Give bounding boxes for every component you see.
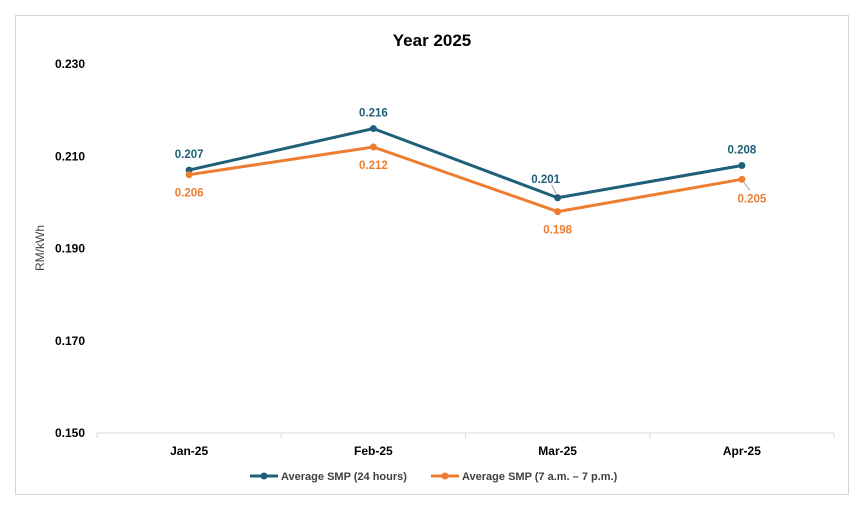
- y-tick-label: 0.230: [55, 57, 85, 71]
- data-label: 0.207: [175, 149, 204, 161]
- data-point: [554, 208, 562, 216]
- data-label: 0.206: [175, 188, 204, 200]
- data-point: [369, 125, 377, 133]
- y-tick-label: 0.210: [55, 149, 85, 163]
- legend-marker: [441, 472, 449, 480]
- data-label: 0.198: [543, 225, 572, 237]
- legend-marker: [260, 472, 268, 480]
- series-line-1: [188, 127, 743, 200]
- chart-title: Year 2025: [393, 31, 471, 50]
- x-tick-label: Jan-25: [170, 444, 208, 458]
- chart-area: [15, 15, 849, 495]
- data-label: 0.201: [531, 174, 560, 186]
- series-line-2: [188, 145, 743, 214]
- data-point: [738, 175, 746, 183]
- leader-line: [743, 182, 751, 191]
- data-label: 0.208: [727, 144, 756, 156]
- x-tick-label: Mar-25: [538, 444, 577, 458]
- data-label: 0.212: [359, 160, 388, 172]
- y-axis-label: RM/kWh: [33, 225, 47, 271]
- data-point: [369, 143, 377, 151]
- data-label: 0.205: [737, 193, 766, 205]
- x-tick-label: Feb-25: [354, 444, 393, 458]
- leader-line: [551, 184, 558, 195]
- y-tick-label: 0.170: [55, 334, 85, 348]
- legend-label: Average SMP (24 hours): [281, 471, 407, 483]
- data-point: [554, 194, 562, 202]
- data-label: 0.216: [359, 108, 388, 120]
- y-tick-label: 0.190: [55, 242, 85, 256]
- legend-label: Average SMP (7 a.m. – 7 p.m.): [462, 471, 618, 483]
- x-axis-ticks: Jan-25 Feb-25 Mar-25 Apr-25: [96, 433, 835, 458]
- y-tick-label: 0.150: [55, 426, 85, 440]
- data-point: [738, 161, 746, 169]
- data-point: [185, 171, 193, 179]
- legend: Average SMP (24 hours) Average SMP (7 a.m…: [250, 471, 618, 483]
- series-group: 0.207 0.216 0.201 0.208 0.206 0.212 0.198 0.205: [175, 108, 767, 237]
- x-tick-label: Apr-25: [723, 444, 761, 458]
- y-axis-ticks: 0.150 0.170 0.190 0.210 0.230: [55, 57, 85, 440]
